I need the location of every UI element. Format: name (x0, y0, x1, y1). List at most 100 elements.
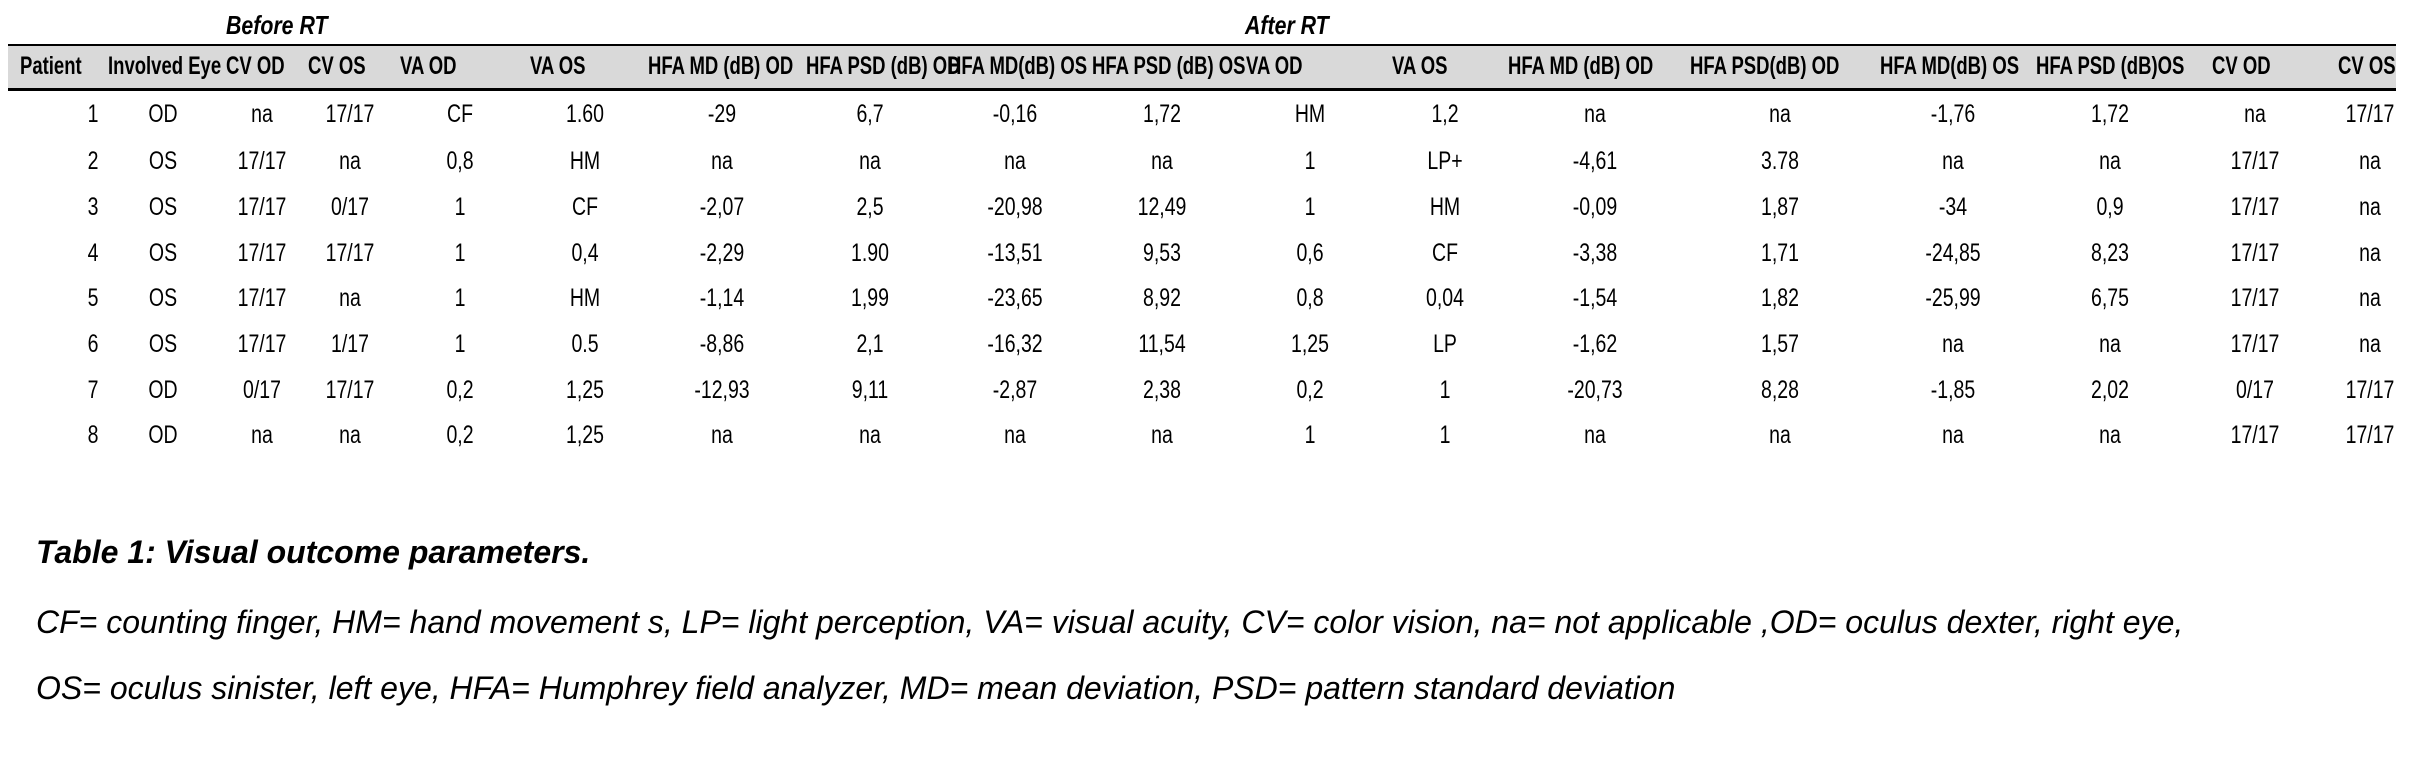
table-cell: 1,82 (1761, 284, 1799, 312)
table-cell: 2 (87, 147, 99, 175)
table-cell: LP+ (1427, 147, 1463, 175)
column-header: HFA MD(dB) OS (948, 52, 1088, 80)
table-cell: 3 (87, 193, 99, 221)
table-caption-legend-line-1: CF= counting finger, HM= hand movement s… (36, 604, 2184, 640)
table-cell: OS (148, 284, 178, 312)
table-cell: -12,93 (694, 376, 750, 404)
table-cell: 3.78 (1761, 147, 1799, 175)
table-cell: 1,72 (2091, 100, 2129, 128)
table-cell: na (711, 147, 733, 175)
table-cell: 17/17 (2345, 421, 2395, 449)
table-cell: na (1004, 147, 1026, 175)
table-cell: 1 (1304, 421, 1316, 449)
table-cell: -24,85 (1925, 239, 1981, 267)
column-header: CV OS (308, 52, 366, 80)
group-label-before-rt: Before RT (226, 10, 328, 40)
table-cell: 4 (87, 239, 99, 267)
table-cell: HM (569, 284, 601, 312)
column-header: CV OD (226, 52, 285, 80)
table-cell: 17/17 (2230, 239, 2280, 267)
column-header: Patient (20, 52, 82, 80)
table-cell: na (859, 421, 881, 449)
table-cell: CF (572, 193, 598, 221)
table-cell: 1,25 (566, 421, 604, 449)
table-cell: 0,8 (1296, 284, 1324, 312)
table-cell: OS (148, 239, 178, 267)
table-cell: 1 (1439, 421, 1451, 449)
table-cell: -2,87 (992, 376, 1038, 404)
table-cell: -8,86 (699, 330, 745, 358)
column-header: VA OD (400, 52, 457, 80)
table-cell: na (2099, 147, 2121, 175)
table-cell: na (339, 147, 361, 175)
table-cell: 1,25 (1291, 330, 1329, 358)
table-cell: 17/17 (2345, 376, 2395, 404)
column-header: VA OD (1246, 52, 1303, 80)
table-cell: na (711, 421, 733, 449)
table-cell: na (251, 100, 273, 128)
table-cell: CF (447, 100, 473, 128)
table-cell: 17/17 (2230, 421, 2280, 449)
table-cell: HM (1294, 100, 1326, 128)
table-cell: -29 (707, 100, 737, 128)
table-cell: na (1004, 421, 1026, 449)
table-cell: -1,62 (1572, 330, 1618, 358)
table-cell: 11,54 (1138, 330, 1186, 358)
table-cell: 1,71 (1761, 239, 1799, 267)
table-cell: 0,2 (446, 376, 474, 404)
table-cell: na (1942, 147, 1964, 175)
column-header: HFA PSD (dB) OS (1092, 52, 1246, 80)
table-cell: -1,76 (1930, 100, 1976, 128)
table-cell: 1,25 (566, 376, 604, 404)
column-header: HFA MD (dB) OD (648, 52, 794, 80)
table-cell: 2,1 (856, 330, 884, 358)
table-cell: 8,28 (1761, 376, 1799, 404)
table-cell: na (2359, 239, 2381, 267)
column-header: HFA MD (dB) OD (1508, 52, 1654, 80)
table-cell: 17/17 (2230, 284, 2280, 312)
table-cell: na (2359, 284, 2381, 312)
table-cell: 17/17 (325, 100, 375, 128)
table-cell: 0,4 (571, 239, 599, 267)
table-top-rule (8, 44, 2396, 46)
table-cell: 0/17 (2236, 376, 2274, 404)
table-cell: -1,54 (1572, 284, 1618, 312)
table-cell: 17/17 (2230, 193, 2280, 221)
table-cell: 1,72 (1143, 100, 1181, 128)
table-cell: na (2099, 330, 2121, 358)
table-cell: 1,87 (1761, 193, 1799, 221)
column-header: Involved Eye (108, 52, 222, 80)
table-cell: na (1942, 421, 1964, 449)
table-cell: 8,92 (1143, 284, 1181, 312)
table-cell: na (1584, 421, 1606, 449)
table-cell: 5 (87, 284, 99, 312)
table-cell: na (251, 421, 273, 449)
table-cell: 17/17 (325, 376, 375, 404)
table-cell: na (1151, 147, 1173, 175)
table-header-rule (8, 88, 2396, 91)
column-header: HFA PSD (dB) OD (806, 52, 961, 80)
table-cell: -2,29 (699, 239, 745, 267)
table-cell: 2,38 (1143, 376, 1181, 404)
table-cell: -0,16 (992, 100, 1038, 128)
table-cell: 17/17 (2345, 100, 2395, 128)
column-header: VA OS (1392, 52, 1448, 80)
table-cell: 0.5 (571, 330, 599, 358)
table-cell: na (859, 147, 881, 175)
table-cell: 0,8 (446, 147, 474, 175)
table-cell: 1 (454, 330, 466, 358)
table-cell: 17/17 (237, 330, 287, 358)
table-cell: -13,51 (987, 239, 1043, 267)
table-cell: 12,49 (1137, 193, 1187, 221)
table-cell: 1/17 (331, 330, 369, 358)
table-cell: OS (148, 193, 178, 221)
table-cell: 8,23 (2091, 239, 2129, 267)
table-cell: 1.60 (566, 100, 604, 128)
table-cell: 1.90 (851, 239, 889, 267)
table-cell: na (1942, 330, 1964, 358)
table-cell: LP (1433, 330, 1457, 358)
table-cell: OD (148, 376, 178, 404)
column-header: HFA MD(dB) OS (1880, 52, 2020, 80)
table-cell: 17/17 (237, 147, 287, 175)
